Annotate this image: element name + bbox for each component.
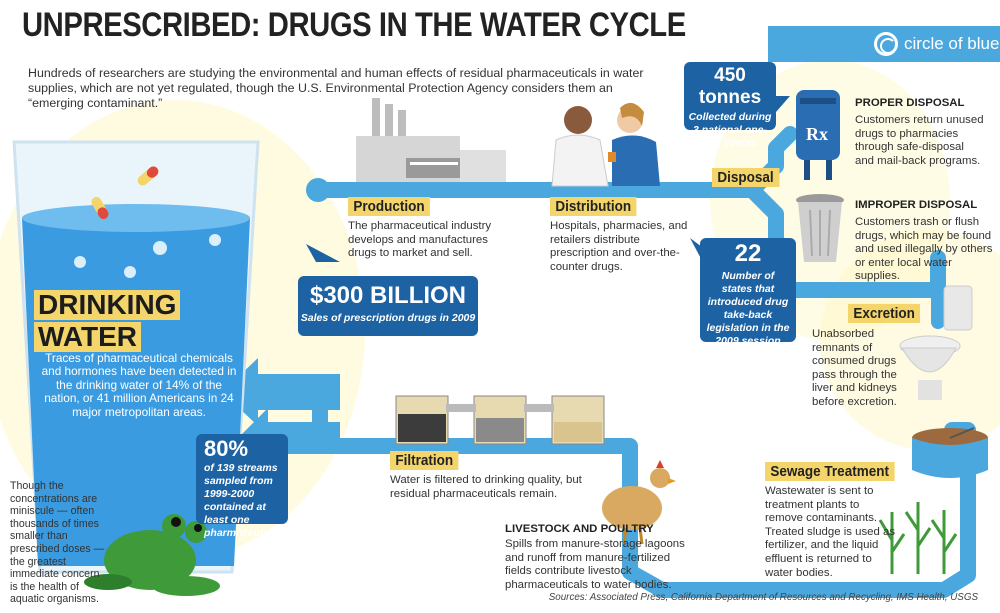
factory-illustration	[356, 98, 506, 182]
trash-can-illustration	[796, 194, 844, 262]
flow-arrow-upper	[222, 358, 340, 426]
pill-capsules	[91, 166, 159, 220]
frog-illustration	[84, 514, 220, 596]
filtration-text: Water is filtered to drinking quality, b…	[390, 474, 582, 500]
improper-disposal-heading: IMPROPER DISPOSAL	[855, 199, 978, 211]
pipe-start-cap	[306, 178, 330, 202]
stat-billion-value: $300 BILLION	[309, 282, 467, 309]
proper-disposal-heading: PROPER DISPOSAL	[855, 97, 965, 109]
intro-text: Hundreds of researchers are studying the…	[28, 66, 644, 110]
page-title: UNPRESCRIBED: DRUGS IN THE WATER CYCLE	[22, 6, 686, 44]
improper-disposal-text: Customers trash or flush drugs, which ma…	[855, 216, 993, 283]
production-label: Production	[348, 197, 431, 216]
frog-text: Though the concentrations are miniscule …	[10, 480, 105, 606]
production-text: The pharmaceutical industry develops and…	[348, 220, 492, 260]
stat-streams-value: 80%	[204, 436, 249, 461]
excretion-text: Unabsorbed remnants of consumed drugs pa…	[812, 328, 897, 408]
circle-of-blue-logo-icon	[874, 32, 898, 56]
stat-billion-caption: Sales of prescription drugs in 2009	[300, 312, 476, 324]
distribution-label: Distribution	[550, 197, 637, 216]
proper-disposal-text: Customers return unused drugs to pharmac…	[855, 114, 984, 167]
billion-pointer	[306, 244, 340, 262]
sewage-tank-illustration	[912, 427, 988, 478]
chicken-illustration	[602, 460, 676, 545]
brand-banner: circle of blue	[768, 26, 1000, 62]
stat-tonnes-caption: Collected during 3 national one-day even…	[688, 111, 772, 149]
stat-streams: 80% of 139 streams sampled from 1999-200…	[196, 434, 288, 539]
stat-states-value: 22	[734, 240, 762, 267]
drinking-water-text: Traces of pharmaceutical chemicals and h…	[41, 351, 237, 419]
tonnes-pointer	[776, 96, 790, 112]
stat-billion: $300 BILLION Sales of prescription drugs…	[298, 276, 478, 336]
distribution-text: Hospitals, pharmacies, and retailers dis…	[550, 220, 688, 273]
sewage-text: Wastewater is sent to treatment plants t…	[765, 485, 896, 579]
disposal-label: Disposal	[712, 168, 780, 187]
livestock-text: Spills from manure-storage lagoons and r…	[505, 538, 685, 591]
stat-streams-caption: of 139 streams sampled from 1999-2000 co…	[204, 462, 282, 539]
brand-name: circle of blue	[904, 34, 1000, 53]
drinking-water-title-line2: WATER	[34, 322, 142, 352]
filtration-label: Filtration	[390, 451, 459, 470]
toilet-illustration	[899, 285, 973, 400]
drinking-water-title-line1: DRINKING	[34, 290, 181, 320]
pharmacist-illustration	[551, 102, 660, 187]
rx-mark: Rx	[806, 124, 828, 144]
excretion-label: Excretion	[848, 304, 921, 323]
drinking-water-label: DRINKING WATER	[34, 290, 181, 352]
sources-text: Sources: Associated Press, California De…	[548, 592, 978, 603]
sewage-label: Sewage Treatment	[765, 462, 895, 481]
livestock-heading: LIVESTOCK AND POULTRY	[505, 523, 654, 535]
stat-tonnes: 450 tonnes Collected during 3 national o…	[684, 62, 776, 149]
corn-illustration	[878, 502, 958, 574]
stat-states: 22 Number of states that introduced drug…	[700, 238, 796, 347]
filtration-tanks-illustration	[395, 395, 605, 445]
mailbox-illustration	[796, 90, 840, 180]
stat-tonnes-value: 450 tonnes	[698, 65, 762, 108]
stat-states-caption: Number of states that introduced drug ta…	[706, 270, 790, 347]
